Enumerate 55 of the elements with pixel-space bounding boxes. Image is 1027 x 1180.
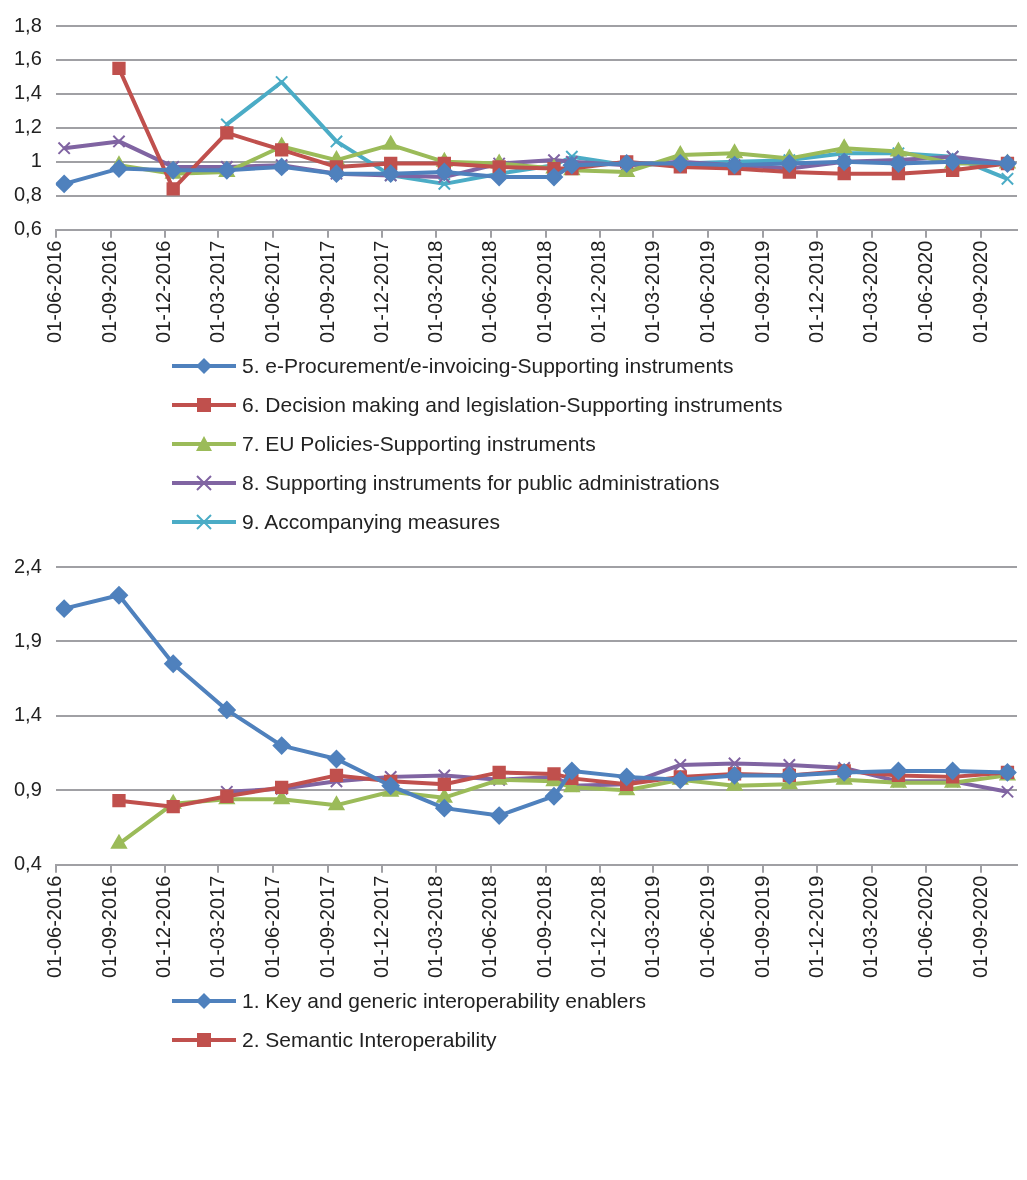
y-tick-label: 1,4	[13, 703, 42, 726]
y-tick-label: 1,2	[13, 115, 42, 138]
y-tick-label: 1	[30, 149, 42, 172]
legend-label: 7. EU Policies-Supporting instruments	[242, 431, 596, 456]
y-tick-label: 1,9	[13, 628, 42, 651]
x-tick-label: 01-06-2018	[478, 240, 501, 344]
legend-label: 5. e-Procurement/e-invoicing-Supporting instruments	[242, 353, 734, 378]
x-tick-label: 01-06-2018	[478, 875, 501, 979]
x-tick-label: 01-03-2020	[859, 240, 882, 344]
x-tick-label: 01-09-2020	[968, 875, 991, 979]
x-tick-label: 01-03-2018	[423, 240, 446, 344]
x-tick-label: 01-06-2020	[913, 240, 936, 344]
x-tick-label: 01-03-2020	[859, 875, 882, 979]
legend-label: 1. Key and generic interoperability enablers	[242, 988, 646, 1013]
legend-label: 2. Semantic Interoperability	[242, 1027, 497, 1052]
y-tick-label: 0,9	[13, 777, 42, 800]
x-tick-label: 01-06-2016	[43, 875, 66, 979]
x-tick-label: 01-09-2018	[533, 875, 556, 979]
x-tick-label: 01-03-2018	[423, 875, 446, 979]
x-tick-label: 01-06-2020	[913, 875, 936, 979]
x-tick-label: 01-09-2017	[315, 875, 338, 979]
x-tick-label: 01-03-2017	[206, 240, 228, 344]
x-tick-label: 01-03-2019	[641, 240, 664, 344]
x-tick-label: 01-12-2019	[804, 875, 827, 979]
x-tick-label: 01-09-2016	[98, 240, 121, 344]
x-tick-label: 01-12-2018	[587, 240, 610, 344]
y-tick-label: 2,4	[13, 554, 42, 577]
x-tick-label: 01-06-2019	[695, 875, 718, 979]
y-tick-label: 0,4	[13, 852, 42, 875]
x-tick-label: 01-09-2020	[968, 240, 991, 344]
x-tick-label: 01-12-2016	[152, 240, 175, 344]
x-tick-label: 01-09-2019	[750, 240, 773, 344]
x-tick-label: 01-12-2017	[369, 240, 392, 344]
x-tick-label: 01-12-2019	[804, 240, 827, 344]
x-tick-label: 01-09-2017	[315, 240, 338, 344]
x-tick-label: 01-06-2017	[260, 240, 283, 344]
legend-label: 9. Accompanying measures	[242, 509, 500, 534]
x-tick-label: 01-09-2016	[98, 875, 121, 979]
x-tick-label: 01-03-2017	[206, 875, 228, 979]
x-tick-label: 01-12-2017	[369, 875, 392, 979]
x-tick-label: 01-06-2016	[43, 240, 66, 344]
x-tick-label: 01-12-2018	[587, 875, 610, 979]
y-tick-label: 1,4	[13, 81, 42, 104]
x-tick-label: 01-06-2019	[695, 240, 718, 344]
x-tick-label: 01-09-2018	[533, 240, 556, 344]
x-tick-label: 01-12-2016	[152, 875, 175, 979]
y-tick-label: 1,8	[13, 13, 42, 36]
y-tick-label: 0,6	[13, 217, 42, 240]
legend-label: 8. Supporting instruments for public administrations	[242, 470, 720, 495]
y-tick-label: 0,8	[13, 183, 42, 206]
legend-label: 6. Decision making and legislation-Supporting instruments	[242, 392, 783, 417]
y-tick-label: 1,6	[13, 47, 42, 70]
x-tick-label: 01-06-2017	[260, 875, 283, 979]
x-tick-label: 01-03-2019	[641, 875, 664, 979]
x-tick-label: 01-09-2019	[750, 875, 773, 979]
